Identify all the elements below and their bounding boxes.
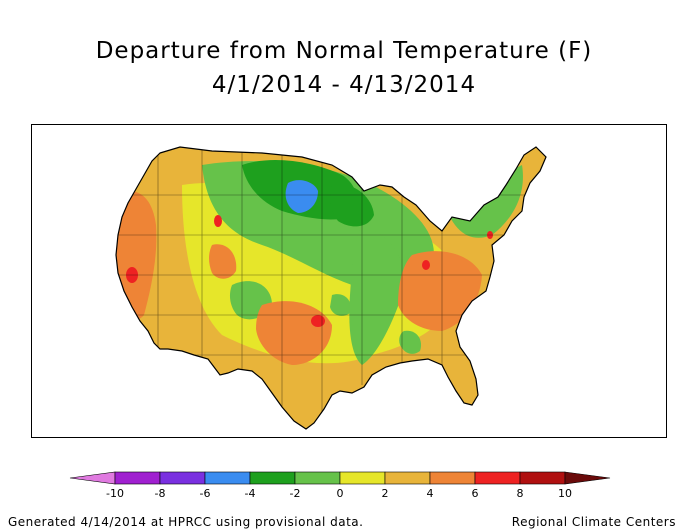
legend-tick-label: -10 — [106, 487, 124, 500]
generated-note: Generated 4/14/2014 at HPRCC using provi… — [8, 515, 364, 529]
legend-tick-label: -2 — [290, 487, 301, 500]
legend-tick-label: -8 — [155, 487, 166, 500]
map-title: Departure from Normal Temperature (F) — [95, 38, 593, 64]
legend-tick-label: 8 — [517, 487, 524, 500]
legend-tick-label: -6 — [200, 487, 211, 500]
legend-swatch — [294, 471, 341, 485]
legend-swatch — [384, 471, 431, 485]
legend-swatch — [249, 471, 296, 485]
legend-swatch — [564, 471, 611, 485]
legend-tick-label: 2 — [382, 487, 389, 500]
legend-swatch — [159, 471, 206, 485]
legend-swatch — [519, 471, 566, 485]
legend-tick-label: -4 — [245, 487, 256, 500]
legend-swatch — [114, 471, 161, 485]
legend-swatch — [69, 471, 116, 485]
map-frame — [31, 124, 667, 438]
temperature-departure-map — [115, 146, 547, 430]
date-range: 4/1/2014 - 4/13/2014 — [211, 72, 477, 98]
legend-swatch — [339, 471, 386, 485]
source-label: Regional Climate Centers — [511, 515, 676, 529]
legend-swatch — [474, 471, 521, 485]
legend-tick-label: 10 — [558, 487, 572, 500]
legend-tick-label: 6 — [472, 487, 479, 500]
legend-swatch — [204, 471, 251, 485]
legend-tick-label: 4 — [427, 487, 434, 500]
legend-swatch — [429, 471, 476, 485]
temperature-fill — [116, 147, 546, 429]
legend-tick-label: 0 — [337, 487, 344, 500]
color-legend: -10 -8 -6 -4 -2 0 2 4 6 8 10 — [69, 471, 611, 500]
